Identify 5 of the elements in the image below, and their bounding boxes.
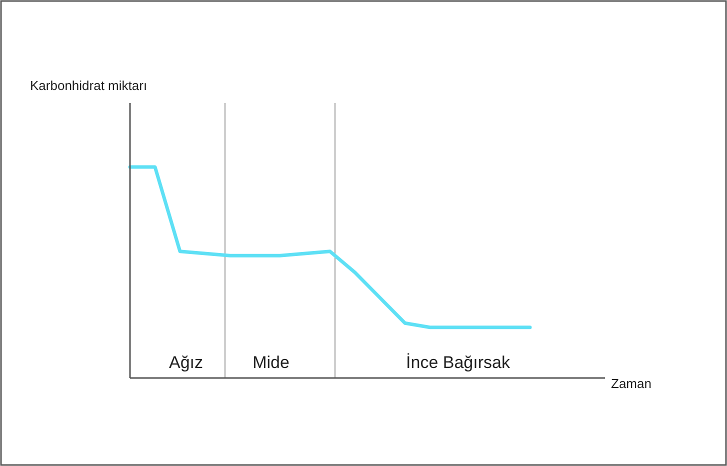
annotation: Ağız: [168, 353, 204, 372]
annotation: İnce Bağırsak: [406, 353, 510, 372]
annotation: Mide: [252, 353, 290, 372]
x-axis-title: Zaman: [611, 376, 652, 391]
text: Karbonhidrat miktarı: [30, 78, 148, 93]
